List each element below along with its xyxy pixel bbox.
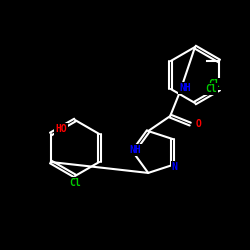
Text: HO: HO bbox=[55, 124, 67, 134]
Text: N: N bbox=[172, 162, 178, 172]
Text: Cl: Cl bbox=[205, 84, 217, 94]
Text: Cl: Cl bbox=[69, 178, 81, 188]
Text: O: O bbox=[195, 119, 201, 129]
Text: NH: NH bbox=[179, 83, 191, 93]
Text: Cl: Cl bbox=[208, 79, 220, 89]
Text: NH: NH bbox=[129, 145, 141, 155]
